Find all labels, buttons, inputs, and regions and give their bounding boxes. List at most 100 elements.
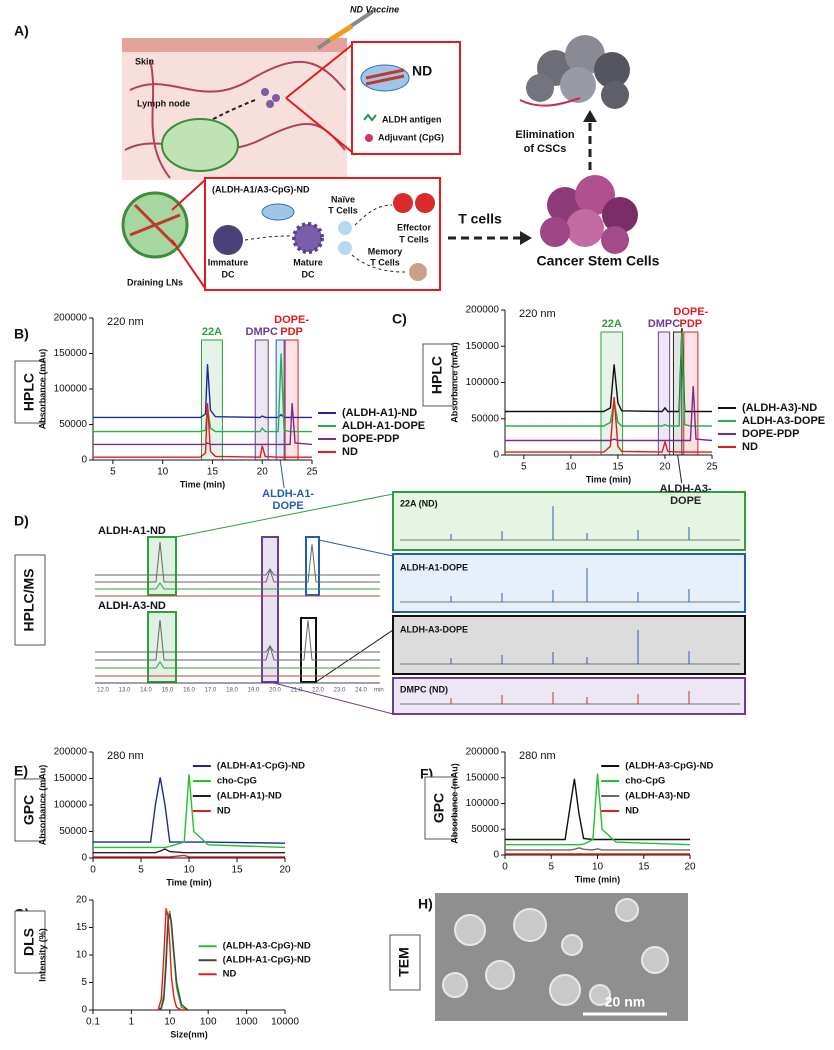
zoom-line	[285, 97, 353, 153]
naive-t-cell	[338, 221, 352, 235]
x-tick-label: 10	[164, 1017, 176, 1028]
x-tick-label: 15	[231, 865, 243, 876]
highlight-box	[254, 339, 269, 461]
panel-label: A)	[14, 23, 29, 39]
nanodiscs	[442, 898, 669, 1006]
x-tick-label: 25	[306, 467, 318, 478]
y-tick-label: 50000	[471, 824, 499, 835]
leader-line	[279, 459, 285, 489]
tick-label: 19.0	[248, 688, 260, 694]
panel-h: H) TEM 20 nm	[389, 893, 688, 1021]
connector	[269, 681, 394, 715]
series-line	[93, 777, 286, 844]
series-line	[93, 403, 312, 458]
y-tick-label: 200000	[54, 747, 88, 758]
y-tick-label: 15	[76, 922, 88, 933]
y-tick-label: 10	[76, 950, 88, 961]
highlight-label: DOPE	[670, 495, 701, 507]
trace-label: ALDH-A3-ND	[98, 600, 166, 612]
peak-box	[305, 536, 320, 596]
y-tick-label: 0	[81, 455, 87, 466]
highlight-label: DMPC	[246, 326, 278, 338]
highlight-label: ALDH-A1-	[262, 488, 314, 500]
highlight-label: 22A	[202, 326, 222, 338]
highlight-label: DOPE-	[274, 314, 309, 326]
series-line	[505, 847, 690, 851]
y-axis-label: Absorbance (mAu)	[449, 342, 459, 423]
zoom-line	[171, 179, 206, 211]
skin-label: Skin	[135, 56, 154, 66]
side-label-box	[424, 776, 456, 840]
y-tick-label: 0	[81, 1005, 87, 1016]
legend-label: (ALDH-A3-CpG)-ND	[625, 761, 713, 772]
y-tick-label: 20	[76, 895, 88, 906]
highlight-box	[201, 339, 223, 461]
chromatogram-trace	[95, 568, 380, 576]
arrow-head	[520, 231, 532, 245]
side-label: HPLC	[21, 373, 37, 411]
effector-label: Effector	[397, 222, 432, 232]
side-label: GPC	[431, 793, 447, 823]
x-tick-label: 20	[257, 467, 269, 478]
y-tick-label: 50000	[59, 826, 87, 837]
skin-surface	[122, 38, 347, 52]
formulation-label: (ALDH-A1/A3-CpG)-ND	[212, 184, 310, 194]
y-tick-label: 150000	[54, 773, 88, 784]
tick-label: 14.0	[140, 688, 152, 694]
adjuvant-icon	[365, 134, 373, 142]
spectrum-label: DMPC (ND)	[400, 684, 448, 694]
tick-label: 12.0	[97, 688, 109, 694]
legend-label: (ALDH-A3)-ND	[625, 791, 690, 802]
y-axis-label: Absorbance (mAu)	[37, 349, 47, 430]
arrow-head	[583, 110, 597, 122]
tick-label: 18.0	[226, 688, 238, 694]
nd-particle	[266, 100, 274, 108]
x-axis-label: Time (min)	[166, 877, 211, 887]
x-tick-label: 20	[684, 862, 696, 873]
tick-label: 23.0	[334, 688, 346, 694]
legend-label: (ALDH-A3-CpG)-ND	[223, 941, 311, 952]
series-line	[505, 778, 690, 841]
x-tick-label: 100	[200, 1017, 217, 1028]
series-line	[157, 910, 189, 1011]
side-label-box	[422, 343, 454, 407]
y-tick-label: 100000	[54, 800, 88, 811]
highlight-label: DOPE	[273, 500, 304, 512]
csc-label: Cancer Stem Cells	[537, 253, 660, 269]
legend-label: ND	[625, 806, 639, 817]
legend-label: DOPE-PDP	[742, 428, 799, 440]
panel-d: D) ALDH-A1-ND ALDH-A3-ND 22A (ND) ALDH-A…	[14, 491, 746, 715]
series-line	[157, 913, 189, 1011]
y-tick-label: 150000	[466, 772, 500, 783]
y-tick-label: 5	[81, 977, 87, 988]
csc-cluster	[540, 175, 638, 254]
series-line	[505, 386, 713, 442]
x-tick-label: 10	[565, 462, 577, 473]
x-axis-label: Time (min)	[586, 474, 631, 484]
naive-label: T Cells	[328, 205, 358, 215]
trace-label: ALDH-A1-ND	[98, 525, 166, 537]
side-label-box	[14, 910, 46, 974]
naive-label: Naïve	[331, 194, 355, 204]
panel-label: D)	[14, 513, 29, 529]
y-tick-label: 150000	[466, 341, 500, 352]
elimination-label: Elimination	[515, 129, 575, 141]
scale-label: 20 nm	[605, 994, 645, 1010]
tick-label: 16.0	[183, 688, 195, 694]
arrow	[351, 254, 406, 273]
x-tick-label: 0	[90, 865, 96, 876]
tick-label: 15.0	[162, 688, 174, 694]
y-axis-label: Intensity (%)	[37, 928, 47, 982]
legend-label: (ALDH-A3)-ND	[742, 402, 817, 414]
x-tick-label: 10	[183, 865, 195, 876]
side-label: HPLC/MS	[21, 569, 37, 632]
arrow	[354, 204, 393, 226]
side-label-box	[14, 778, 46, 842]
highlight-label: PDP	[680, 318, 703, 330]
spectrum-label: 22A (ND)	[400, 498, 438, 508]
tick-label: 21.0	[291, 688, 303, 694]
tick-label: 17.0	[205, 688, 217, 694]
x-tick-label: 1	[129, 1017, 135, 1028]
legend-label: (ALDH-A1)-ND	[217, 791, 282, 802]
chromatogram-trace	[95, 619, 380, 661]
